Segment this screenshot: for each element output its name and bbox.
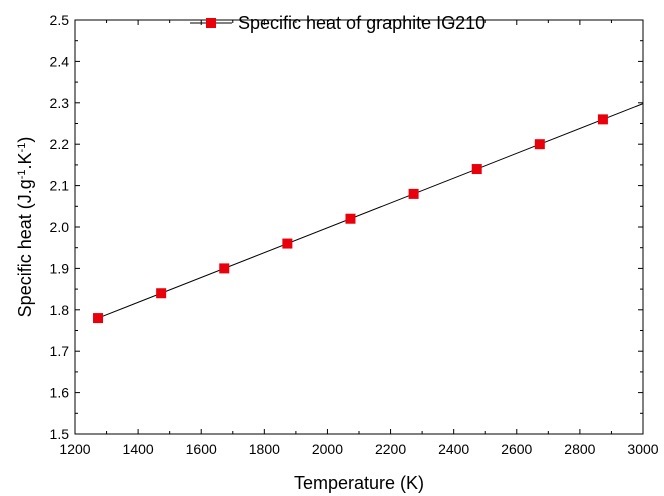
x-tick-label: 1600 — [186, 441, 217, 457]
y-tick-label: 2.5 — [50, 12, 70, 28]
y-tick-label: 1.5 — [50, 426, 70, 442]
y-axis-title-part-1: Specific heat (J.g — [15, 179, 35, 317]
y-axis-title-part-2: .K — [15, 152, 35, 169]
y-tick-label: 2.4 — [50, 53, 70, 69]
data-point-marker — [345, 213, 356, 224]
plot-area-frame — [74, 19, 644, 435]
x-tick-label: 3000 — [627, 441, 658, 457]
ticks-layer: 1200 1400 1600 1800 2000 2200 2400 2600 2800 3000… — [50, 12, 659, 457]
data-point-marker — [534, 139, 545, 150]
x-tick-label: 1400 — [123, 441, 154, 457]
x-axis-title: Temperature (K) — [294, 473, 424, 493]
y-tick-label: 1.6 — [50, 385, 70, 401]
data-point-marker — [156, 288, 167, 299]
y-tick-label: 1.8 — [50, 302, 70, 318]
x-tick-label: 2200 — [375, 441, 406, 457]
x-tick-label: 2400 — [438, 441, 469, 457]
x-tick-label: 2800 — [564, 441, 595, 457]
series-fit-line — [97, 103, 644, 319]
x-tick-label: 1800 — [249, 441, 280, 457]
data-point-marker — [408, 188, 419, 199]
x-tick-label: 1200 — [59, 441, 90, 457]
y-axis-title: Specific heat (J.g-1.K-1) — [15, 137, 35, 318]
y-tick-label: 1.9 — [50, 260, 70, 276]
legend-label: Specific heat of graphite IG210 — [238, 13, 485, 33]
y-tick-label: 2.2 — [50, 136, 70, 152]
y-axis-title-part-3: ) — [15, 137, 35, 143]
data-point-marker — [597, 114, 608, 125]
data-point-marker — [219, 263, 230, 274]
x-tick-label: 2600 — [501, 441, 532, 457]
y-tick-label: 2.1 — [50, 178, 70, 194]
series-layer — [93, 103, 644, 324]
data-point-marker — [471, 164, 482, 175]
y-tick-label: 2.3 — [50, 95, 70, 111]
y-tick-label: 2.0 — [50, 219, 70, 235]
legend: Specific heat of graphite IG210 — [190, 13, 485, 33]
data-point-marker — [282, 238, 293, 249]
x-tick-label: 2000 — [312, 441, 343, 457]
y-axis-title-sup-1: -1 — [16, 169, 28, 179]
y-tick-label: 1.7 — [50, 343, 70, 359]
data-point-marker — [93, 313, 104, 324]
y-axis-title-sup-2: -1 — [16, 143, 28, 153]
legend-marker-swatch — [206, 18, 216, 28]
